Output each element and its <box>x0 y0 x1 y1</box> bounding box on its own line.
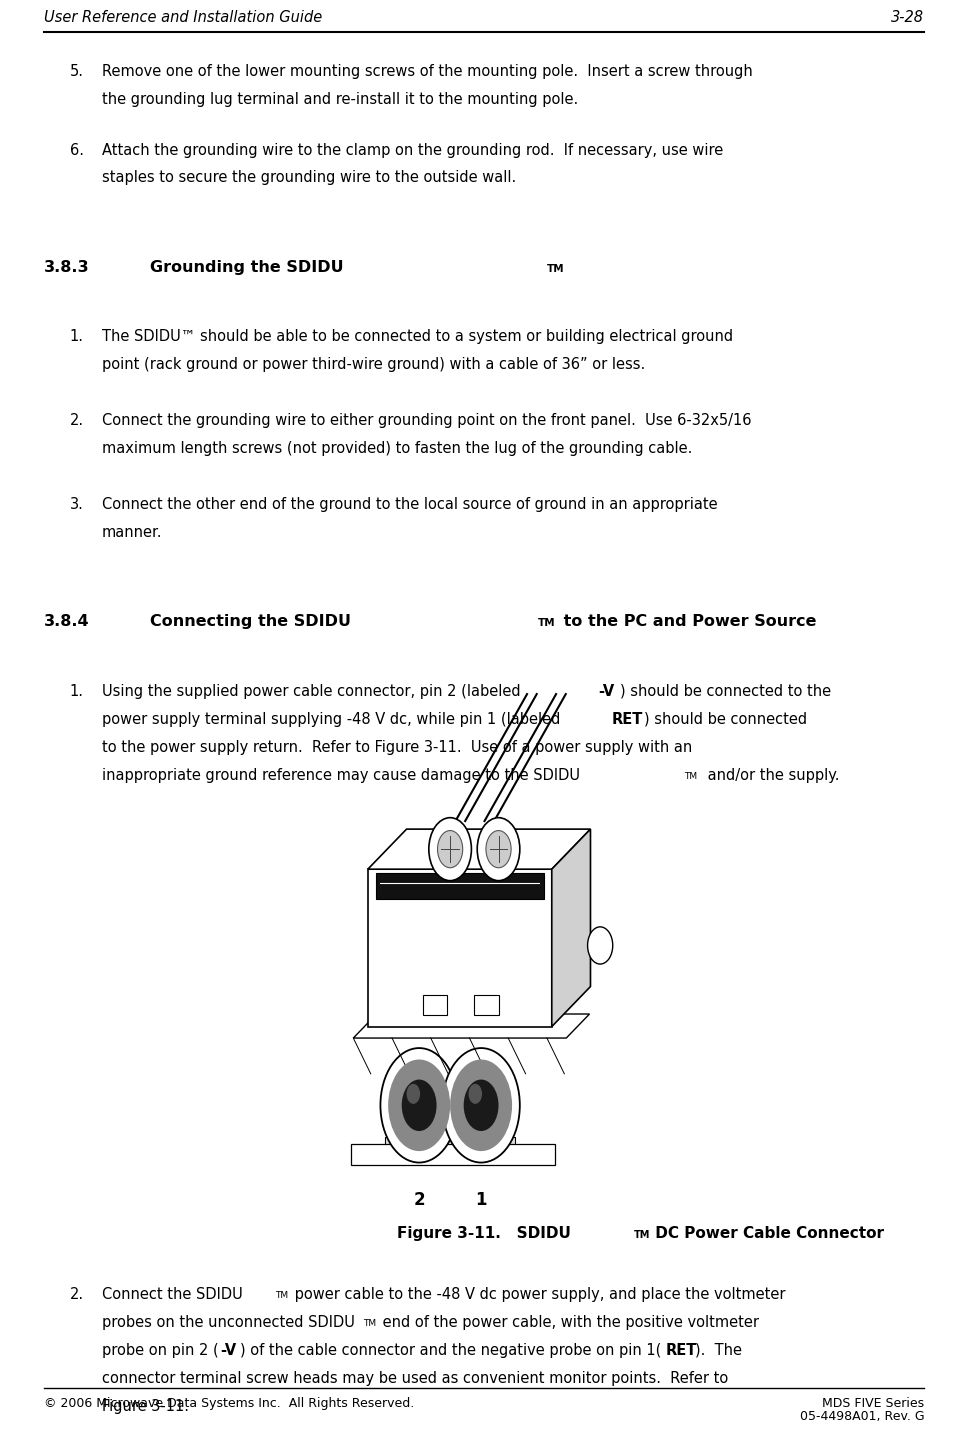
Text: connector terminal screw heads may be used as convenient monitor points.  Refer : connector terminal screw heads may be us… <box>102 1371 728 1385</box>
Text: 3.8.4: 3.8.4 <box>44 614 89 630</box>
Text: ) of the cable connector and the negative probe on pin 1(: ) of the cable connector and the negativ… <box>240 1342 661 1358</box>
Text: RET: RET <box>666 1342 697 1358</box>
Text: power supply terminal supplying -48 V dc, while pin 1 (labeled: power supply terminal supplying -48 V dc… <box>102 711 564 727</box>
Text: DC Power Cable Connector: DC Power Cable Connector <box>650 1225 885 1241</box>
Text: TM: TM <box>547 265 564 273</box>
Text: 1: 1 <box>475 1191 487 1209</box>
Circle shape <box>450 1059 512 1151</box>
Circle shape <box>588 927 613 964</box>
Circle shape <box>469 1083 482 1103</box>
Bar <box>474 995 499 1015</box>
Text: TM: TM <box>684 771 698 781</box>
Circle shape <box>429 817 471 880</box>
Text: ) should be connected to the: ) should be connected to the <box>620 684 831 698</box>
Text: point (rack ground or power third-wire ground) with a cable of 36” or less.: point (rack ground or power third-wire g… <box>102 358 645 372</box>
Bar <box>376 873 544 899</box>
Text: 05-4498A01, Rev. G: 05-4498A01, Rev. G <box>800 1411 924 1424</box>
Text: MDS FIVE Series: MDS FIVE Series <box>822 1397 924 1410</box>
Text: Connecting the SDIDU: Connecting the SDIDU <box>150 614 351 630</box>
Text: TM: TM <box>634 1229 650 1239</box>
Text: maximum length screws (not provided) to fasten the lug of the grounding cable.: maximum length screws (not provided) to … <box>102 441 692 456</box>
Bar <box>351 1143 555 1165</box>
Text: 2.: 2. <box>70 1286 84 1302</box>
Text: 3.: 3. <box>70 497 83 512</box>
Text: User Reference and Installation Guide: User Reference and Installation Guide <box>44 10 321 26</box>
Circle shape <box>438 830 463 867</box>
Text: TM: TM <box>538 618 556 628</box>
Text: 2: 2 <box>413 1191 425 1209</box>
Circle shape <box>380 1047 458 1162</box>
Text: Grounding the SDIDU: Grounding the SDIDU <box>150 260 344 275</box>
Text: Figure 3-11.   SDIDU: Figure 3-11. SDIDU <box>397 1225 571 1241</box>
Circle shape <box>486 830 511 867</box>
Text: to the power supply return.  Refer to Figure 3-11.  Use of a power supply with a: to the power supply return. Refer to Fig… <box>102 740 692 754</box>
Text: power cable to the -48 V dc power supply, and place the voltmeter: power cable to the -48 V dc power supply… <box>290 1286 786 1302</box>
Polygon shape <box>353 1015 590 1037</box>
Text: 2.: 2. <box>70 414 84 428</box>
Text: ).  The: ). The <box>695 1342 742 1358</box>
Text: probes on the unconnected SDIDU: probes on the unconnected SDIDU <box>102 1315 354 1329</box>
Text: TM: TM <box>363 1319 377 1328</box>
Text: the grounding lug terminal and re-install it to the mounting pole.: the grounding lug terminal and re-instal… <box>102 93 578 107</box>
Text: to the PC and Power Source: to the PC and Power Source <box>558 614 816 630</box>
Text: © 2006 Microwave Data Systems Inc.  All Rights Reserved.: © 2006 Microwave Data Systems Inc. All R… <box>44 1397 413 1410</box>
Text: 1.: 1. <box>70 684 83 698</box>
Text: manner.: manner. <box>102 525 162 539</box>
Text: Connect the other end of the ground to the local source of ground in an appropri: Connect the other end of the ground to t… <box>102 497 717 512</box>
Text: and/or the supply.: and/or the supply. <box>703 767 839 783</box>
Circle shape <box>388 1059 450 1151</box>
Text: ) should be connected: ) should be connected <box>644 711 807 727</box>
Text: probe on pin 2 (: probe on pin 2 ( <box>102 1342 219 1358</box>
Text: The SDIDU™ should be able to be connected to a system or building electrical gro: The SDIDU™ should be able to be connecte… <box>102 329 733 345</box>
Text: Connect the grounding wire to either grounding point on the front panel.  Use 6-: Connect the grounding wire to either gro… <box>102 414 751 428</box>
Text: -V: -V <box>221 1342 237 1358</box>
Text: 6.: 6. <box>70 143 83 157</box>
Text: 3.8.3: 3.8.3 <box>44 260 89 275</box>
Text: TM: TM <box>275 1291 288 1301</box>
Polygon shape <box>552 829 590 1026</box>
Bar <box>368 869 552 1026</box>
Bar <box>447 1136 515 1162</box>
Text: Remove one of the lower mounting screws of the mounting pole.  Insert a screw th: Remove one of the lower mounting screws … <box>102 64 752 79</box>
Bar <box>423 995 447 1015</box>
Text: RET: RET <box>612 711 643 727</box>
Text: staples to secure the grounding wire to the outside wall.: staples to secure the grounding wire to … <box>102 170 516 186</box>
Text: 3-28: 3-28 <box>892 10 924 26</box>
Circle shape <box>442 1047 520 1162</box>
Circle shape <box>402 1079 437 1130</box>
Text: 1.: 1. <box>70 329 83 345</box>
Text: 5.: 5. <box>70 64 83 79</box>
Text: Figure 3-11.: Figure 3-11. <box>102 1398 189 1414</box>
Text: inappropriate ground reference may cause damage to the SDIDU: inappropriate ground reference may cause… <box>102 767 580 783</box>
Text: Attach the grounding wire to the clamp on the grounding rod.  If necessary, use : Attach the grounding wire to the clamp o… <box>102 143 723 157</box>
Circle shape <box>464 1079 499 1130</box>
Circle shape <box>407 1083 420 1103</box>
Text: Using the supplied power cable connector, pin 2 (labeled: Using the supplied power cable connector… <box>102 684 525 698</box>
Bar <box>385 1136 453 1162</box>
Circle shape <box>477 817 520 880</box>
Polygon shape <box>368 829 590 869</box>
Text: -V: -V <box>598 684 615 698</box>
Text: Connect the SDIDU: Connect the SDIDU <box>102 1286 242 1302</box>
Text: end of the power cable, with the positive voltmeter: end of the power cable, with the positiv… <box>378 1315 760 1329</box>
